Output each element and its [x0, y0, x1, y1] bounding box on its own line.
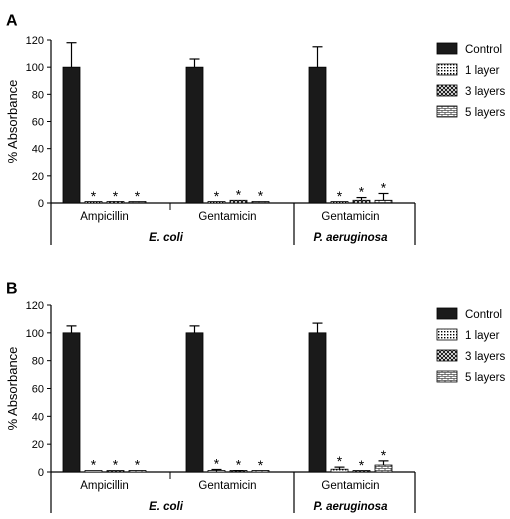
group-label: Gentamicin: [321, 211, 379, 223]
panel-letter: A: [6, 12, 18, 29]
bar-control: [62, 332, 81, 473]
y-tick-label: 80: [32, 89, 44, 101]
bar-layer: [374, 464, 393, 473]
significance-star: *: [381, 447, 387, 463]
bar-layer: [330, 468, 349, 473]
chart-panel-a: A 0 20 40 60 80 100 120 % Absorbance * * * Ampicilli…: [5, 12, 506, 245]
significance-star: *: [236, 457, 242, 473]
legend-swatch: [436, 63, 458, 76]
y-tick-label: 100: [26, 62, 44, 74]
bar-layer: [251, 470, 270, 473]
bar-control: [185, 66, 204, 204]
significance-star: *: [214, 188, 220, 204]
bar-layer: [84, 470, 103, 473]
bar-layer: [128, 470, 147, 473]
bar-layer: [106, 201, 125, 204]
group-label: Gentamicin: [198, 480, 256, 492]
significance-star: *: [91, 188, 97, 204]
y-tick-label: 40: [32, 144, 44, 156]
legend-swatch: [436, 42, 458, 55]
bar-control: [185, 332, 204, 473]
bar-control: [62, 66, 81, 204]
bar-layer: [251, 201, 270, 204]
legend-label: 3 layers: [465, 351, 506, 363]
bar-layer: [84, 201, 103, 204]
y-tick-label: 80: [32, 356, 44, 368]
y-tick-label: 120: [26, 300, 44, 312]
significance-star: *: [236, 186, 242, 202]
significance-star: *: [258, 457, 264, 473]
y-tick-label: 20: [32, 171, 44, 183]
y-tick-label: 0: [38, 467, 44, 479]
bar-layer: [106, 470, 125, 473]
y-axis-title: % Absorbance: [5, 347, 20, 431]
legend-swatch: [436, 84, 458, 97]
significance-star: *: [381, 179, 387, 195]
chart-panel-b: B 0 20 40 60 80 100 120 % Absorbance * * * Ampicilli…: [5, 280, 506, 513]
y-tick-label: 0: [38, 198, 44, 210]
legend-label: Control: [465, 44, 502, 56]
legend-label: Control: [465, 309, 502, 321]
y-tick-label: 40: [32, 411, 44, 423]
legend-swatch: [436, 349, 458, 362]
significance-star: *: [337, 188, 343, 204]
legend-label: 5 layers: [465, 107, 506, 119]
bar-layer: [352, 470, 371, 473]
group-label: Ampicillin: [80, 211, 129, 223]
legend-label: 1 layer: [465, 65, 500, 77]
organism-label: P. aeruginosa: [314, 501, 389, 513]
organism-label: E. coli: [149, 232, 184, 244]
group-label: Gentamicin: [198, 211, 256, 223]
group-label: Ampicillin: [80, 480, 129, 492]
legend-swatch: [436, 307, 458, 320]
legend-label: 5 layers: [465, 372, 506, 384]
significance-star: *: [91, 457, 97, 473]
bar-layer: [207, 201, 226, 204]
group-label: Gentamicin: [321, 480, 379, 492]
y-axis-title: % Absorbance: [5, 80, 20, 164]
legend-swatch: [436, 370, 458, 383]
bar-control: [308, 332, 327, 473]
y-tick-label: 100: [26, 328, 44, 340]
significance-star: *: [135, 457, 141, 473]
legend-label: 3 layers: [465, 86, 506, 98]
y-tick-label: 60: [32, 384, 44, 396]
legend-swatch: [436, 328, 458, 341]
bar-layer: [374, 199, 393, 204]
legend-label: 1 layer: [465, 330, 500, 342]
significance-star: *: [359, 184, 365, 200]
bar-control: [308, 66, 327, 204]
legend-swatch: [436, 105, 458, 118]
bar-layer: [128, 201, 147, 204]
bar-layer: [330, 201, 349, 204]
significance-star: *: [337, 453, 343, 469]
organism-label: E. coli: [149, 501, 184, 513]
y-tick-label: 20: [32, 439, 44, 451]
organism-label: P. aeruginosa: [314, 232, 389, 244]
significance-star: *: [214, 455, 220, 471]
significance-star: *: [359, 457, 365, 473]
bar-layer: [352, 199, 371, 204]
y-tick-label: 120: [26, 35, 44, 47]
significance-star: *: [113, 457, 119, 473]
significance-star: *: [135, 188, 141, 204]
significance-star: *: [113, 188, 119, 204]
significance-star: *: [258, 188, 264, 204]
y-tick-label: 60: [32, 117, 44, 129]
panel-letter: B: [6, 280, 18, 297]
bar-layer: [229, 199, 248, 204]
